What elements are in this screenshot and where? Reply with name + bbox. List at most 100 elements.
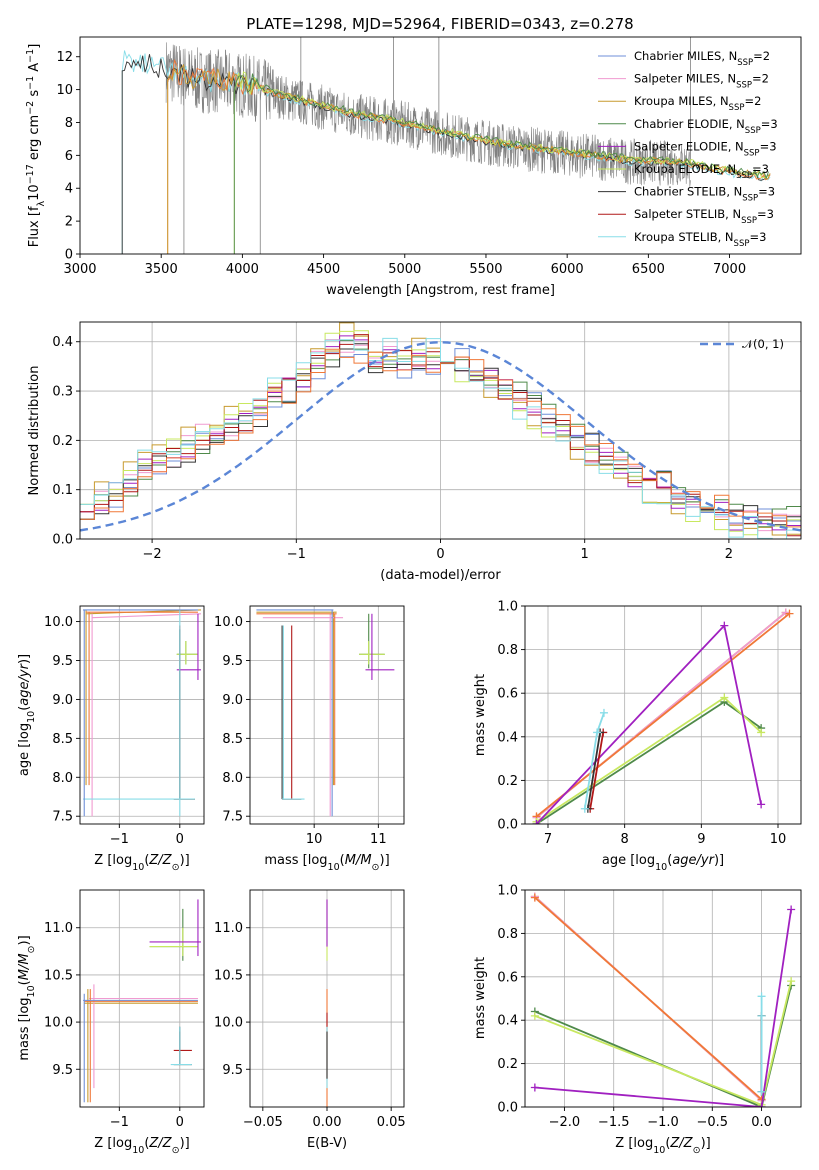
residuals-ytick-label: 0.2: [52, 434, 73, 449]
weight-vs-age-ytick-label: 0.4: [497, 730, 518, 745]
mass-vs-EBV-xtick-label: 0.00: [313, 1115, 342, 1130]
weight-vs-age-marker: [757, 728, 766, 737]
weight-vs-Z-series-line: [534, 896, 763, 1101]
mass-vs-Z-ytick-label: 10.0: [44, 1016, 73, 1031]
weight-vs-age-ytick-label: 0.0: [497, 818, 518, 833]
weight-vs-age-marker: [781, 608, 790, 617]
weight-vs-age-series-line: [536, 700, 762, 824]
mass-vs-Z-plot-area: [83, 899, 201, 1103]
age-vs-Z-ylabel: age [log10(age/yr)]: [17, 654, 37, 776]
weight-vs-Z-marker: [757, 992, 766, 1001]
mass-vs-EBV-ytick-label: 10.5: [214, 968, 243, 983]
weight-vs-Z-marker: [530, 893, 539, 902]
residuals-xtick-label: 1: [581, 547, 589, 562]
weight-vs-Z-marker: [757, 1087, 766, 1096]
age-vs-Z-ytick-label: 10.0: [44, 615, 73, 630]
spectrum-ytick-label: 0: [65, 248, 73, 263]
residuals-xtick-label: −2: [143, 547, 162, 562]
mass-vs-Z-ytick-label: 11.0: [44, 921, 73, 936]
residuals-ylabel: Normed distribution: [27, 366, 42, 496]
spectrum-plot-area: [121, 37, 771, 254]
weight-vs-Z-xtick-label: −2.0: [549, 1115, 581, 1130]
age-vs-Z-ytick-label: 9.0: [52, 693, 73, 708]
mass-vs-EBV-xlabel: E(B-V): [307, 1136, 347, 1151]
spectrum-xtick-label: 6500: [632, 262, 665, 277]
weight-vs-Z-plot-area: [530, 892, 796, 1107]
weight-vs-Z-marker: [530, 1011, 539, 1020]
weight-vs-age-series-line: [589, 732, 605, 809]
weight-vs-age-ytick-label: 0.6: [497, 687, 518, 702]
weight-vs-Z-xlabel: Z [log10(Z/Z⊙)]: [615, 1136, 710, 1156]
weight-vs-Z-marker: [787, 905, 796, 914]
residuals-histogram-series: [80, 337, 801, 539]
age-vs-mass-plot-area: [256, 609, 395, 817]
mass-vs-EBV-ytick-label: 10.0: [214, 1016, 243, 1031]
spectrum-xlabel: wavelength [Angstrom, rest frame]: [326, 283, 555, 298]
legend-label: Kroupa MILES, NSSP=2: [634, 94, 761, 113]
weight-vs-Z-marker: [530, 1083, 539, 1092]
weight-vs-Z-xtick-label: −1.5: [598, 1115, 630, 1130]
mass-vs-EBV-xtick-label: 0.05: [377, 1115, 406, 1130]
weight-vs-Z-series-line: [534, 909, 792, 1107]
mass-vs-EBV-xtick-label: −0.05: [243, 1115, 283, 1130]
spectrum-xtick-label: 3500: [145, 262, 178, 277]
age-vs-Z-ytick-label: 9.5: [52, 654, 73, 669]
spectrum-xtick-label: 6000: [551, 262, 584, 277]
weight-vs-age-marker: [593, 728, 602, 737]
weight-vs-age-marker: [720, 621, 729, 630]
legend-label: Salpeter ELODIE, NSSP=3: [634, 139, 777, 158]
normal-legend-label: 𝒩(0, 1): [742, 337, 784, 351]
weight-vs-Z-xtick-label: −1.0: [647, 1115, 679, 1130]
residuals-frame: [79, 321, 802, 540]
mass-vs-EBV-ytick-label: 9.5: [222, 1063, 243, 1078]
weight-vs-Z-xtick-label: −0.5: [696, 1115, 728, 1130]
mass-vs-EBV-frame: [249, 889, 405, 1108]
age-vs-mass-ytick-label: 7.5: [222, 810, 243, 825]
mass-vs-EBV-ytick-label: 11.0: [214, 921, 243, 936]
age-vs-Z-xerror-bar: [92, 613, 201, 619]
weight-vs-age-series-line: [587, 732, 601, 809]
weight-vs-age-frame: [524, 605, 802, 825]
weight-vs-age-xtick-label: 9: [697, 832, 705, 847]
spectrum-ytick-label: 10: [56, 83, 73, 98]
mass-vs-Z-xtick-label: 0: [176, 1115, 184, 1130]
spectrum-xtick-label: 4000: [226, 262, 259, 277]
age-vs-mass-ytick-label: 9.5: [222, 654, 243, 669]
mass-vs-Z-xlabel: Z [log10(Z/Z⊙)]: [94, 1136, 189, 1156]
age-vs-Z-ytick-label: 8.5: [52, 732, 73, 747]
age-vs-mass-frame: [249, 605, 405, 825]
legend-label: Kroupa STELIB, NSSP=3: [634, 230, 766, 249]
spectrum-ytick-label: 12: [56, 50, 73, 65]
weight-vs-Z-ylabel: mass weight: [473, 957, 488, 1039]
weight-vs-age-plot-area: [532, 608, 794, 824]
spectrum-xtick-label: 7000: [713, 262, 746, 277]
age-vs-Z-xlabel: Z [log10(Z/Z⊙)]: [94, 853, 189, 873]
age-vs-Z-xtick-label: −1: [110, 832, 129, 847]
spectrum-ylabel: Flux [fλ10−17 erg cm−2 s−1 A−1]: [25, 44, 47, 248]
spectrum-xtick-label: 3000: [63, 262, 96, 277]
age-vs-mass-xlabel: mass [log10(M/M⊙)]: [264, 853, 389, 873]
weight-vs-age-ytick-label: 0.2: [497, 774, 518, 789]
spectrum-ytick-label: 6: [65, 149, 73, 164]
residuals-xlabel: (data-model)/error: [380, 568, 501, 583]
mass-vs-Z-ytick-label: 9.5: [52, 1063, 73, 1078]
spectrum-frame: [79, 36, 802, 255]
age-vs-mass-xtick-label: 10: [306, 832, 323, 847]
spectrum-xtick-label: 5000: [388, 262, 421, 277]
residuals-plot-area: [80, 322, 801, 539]
spectrum-xtick-label: 4500: [307, 262, 340, 277]
weight-vs-age-series-line: [535, 612, 791, 818]
weight-vs-Z-ytick-label: 0.2: [497, 1057, 518, 1072]
legend-label: Salpeter MILES, NSSP=2: [634, 72, 769, 91]
weight-vs-Z-ytick-label: 0.0: [497, 1101, 518, 1116]
residuals-xtick-label: 2: [725, 547, 733, 562]
legend-label: Chabrier MILES, NSSP=2: [634, 49, 770, 68]
weight-vs-age-series-line: [583, 712, 605, 809]
weight-vs-age-xtick-label: 8: [621, 832, 629, 847]
spectrum-xtick-label: 5500: [469, 262, 502, 277]
mass-vs-Z-frame: [79, 889, 205, 1108]
weight-vs-age-xtick-label: 10: [770, 832, 787, 847]
weight-vs-age-marker: [757, 800, 766, 809]
weight-vs-Z-ytick-label: 0.8: [497, 927, 518, 942]
